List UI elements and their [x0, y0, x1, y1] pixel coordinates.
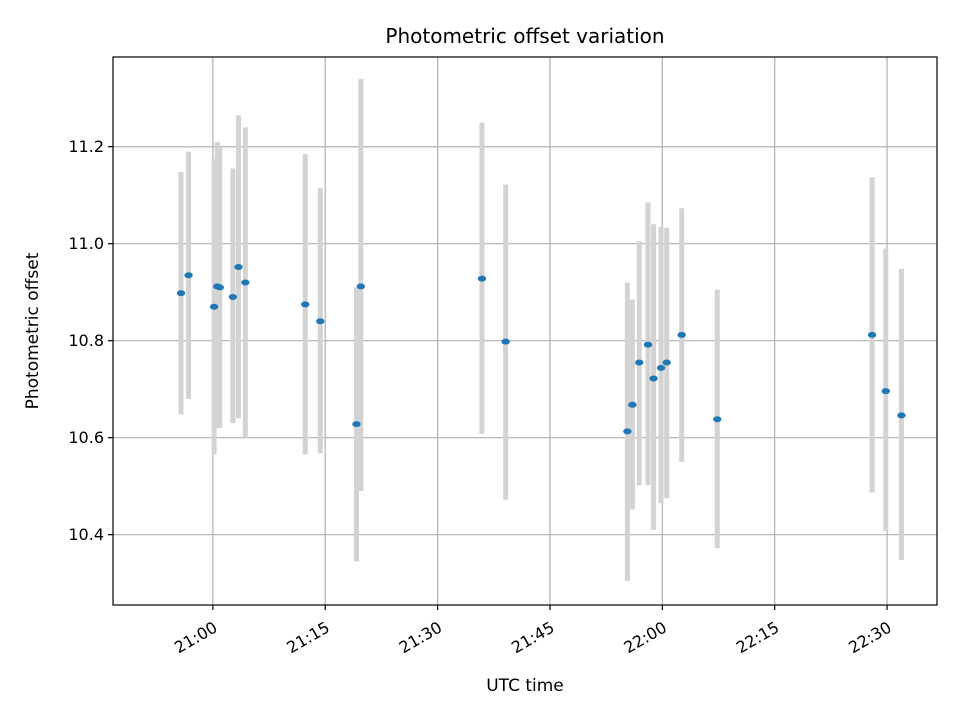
data-point [209, 303, 219, 310]
data-point [656, 364, 666, 371]
data-point [623, 428, 632, 435]
plot-frame [112, 56, 938, 606]
data-point [677, 331, 686, 338]
data-point [662, 359, 671, 366]
y-tick-label: 11.0 [68, 234, 104, 253]
data-point [628, 401, 637, 408]
data-point [649, 375, 658, 382]
plot-area [113, 57, 937, 605]
data-point [635, 359, 644, 366]
data-point [184, 272, 193, 279]
data-point [477, 275, 487, 282]
y-tick-label: 10.6 [68, 428, 104, 447]
data-point [713, 416, 722, 423]
data-point [867, 331, 877, 338]
data-point [881, 388, 891, 395]
data-point [215, 284, 224, 291]
data-point [501, 338, 510, 345]
data-point [301, 301, 310, 308]
data-point [352, 421, 361, 428]
data-point [643, 341, 653, 348]
y-tick-label: 10.8 [68, 331, 104, 350]
data-point [234, 263, 243, 270]
data-point [897, 412, 906, 419]
y-tick-label: 11.2 [68, 137, 104, 156]
chart-title: Photometric offset variation [385, 24, 664, 48]
point-layer [176, 263, 906, 435]
data-point [176, 290, 186, 297]
data-point [228, 294, 238, 301]
y-tick-label: 10.4 [68, 525, 104, 544]
x-axis-title: UTC time [486, 676, 564, 696]
data-point [356, 283, 366, 290]
y-axis-title: Photometric offset [23, 252, 43, 409]
data-point [241, 279, 250, 286]
data-point [316, 318, 325, 325]
